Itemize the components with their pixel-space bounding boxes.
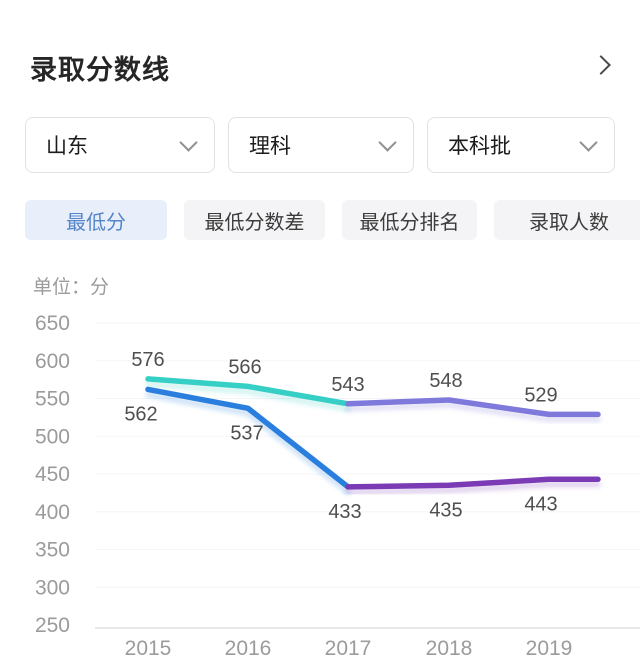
data-label: 537 xyxy=(230,422,263,444)
tab-lowest-score-rank[interactable]: 最低分排名 xyxy=(342,200,477,240)
page-title: 录取分数线 xyxy=(30,55,170,85)
chevron-right-icon[interactable] xyxy=(591,55,611,75)
data-label: 433 xyxy=(328,501,361,523)
svg-text:500: 500 xyxy=(35,425,70,448)
batch-dropdown[interactable]: 本科批 xyxy=(427,117,615,173)
svg-text:650: 650 xyxy=(35,312,70,335)
svg-text:2017: 2017 xyxy=(325,637,372,660)
chevron-down-icon xyxy=(579,132,598,152)
chevron-down-icon xyxy=(378,132,397,152)
svg-text:600: 600 xyxy=(35,350,70,373)
data-label: 435 xyxy=(429,499,462,521)
svg-text:250: 250 xyxy=(35,614,70,637)
data-label: 543 xyxy=(331,374,364,396)
data-label: 548 xyxy=(429,370,462,392)
region-dropdown-value: 山东 xyxy=(46,135,88,158)
score-line-chart: 650 600 550 500 450 400 350 300 250 2015 2016 2017 2… xyxy=(35,312,640,660)
filter-bar: 山东 理科 本科批 xyxy=(25,117,615,173)
data-label: 529 xyxy=(524,384,557,406)
svg-text:2015: 2015 xyxy=(125,637,172,660)
data-label: 566 xyxy=(228,356,261,378)
chevron-down-icon xyxy=(179,132,198,152)
tab-bar: 最低分 最低分数差 最低分排名 录取人数 xyxy=(25,200,640,242)
svg-text:350: 350 xyxy=(35,539,70,562)
region-dropdown[interactable]: 山东 xyxy=(25,117,215,173)
svg-text:2016: 2016 xyxy=(225,637,272,660)
svg-text:550: 550 xyxy=(35,388,70,411)
tab-lowest-score-diff[interactable]: 最低分数差 xyxy=(184,200,325,240)
svg-text:2018: 2018 xyxy=(426,637,473,660)
subject-dropdown[interactable]: 理科 xyxy=(228,117,414,173)
svg-text:400: 400 xyxy=(35,501,70,524)
tab-lowest-score[interactable]: 最低分 xyxy=(25,200,167,240)
svg-text:450: 450 xyxy=(35,463,70,486)
svg-text:300: 300 xyxy=(35,576,70,599)
data-label: 562 xyxy=(124,403,157,425)
tab-admission-count[interactable]: 录取人数 xyxy=(494,200,640,240)
data-label: 576 xyxy=(131,349,164,371)
unit-label: 单位：分 xyxy=(33,277,110,298)
batch-dropdown-value: 本科批 xyxy=(448,135,511,158)
subject-dropdown-value: 理科 xyxy=(249,135,291,158)
svg-text:2019: 2019 xyxy=(526,637,573,660)
data-label: 443 xyxy=(524,493,557,515)
